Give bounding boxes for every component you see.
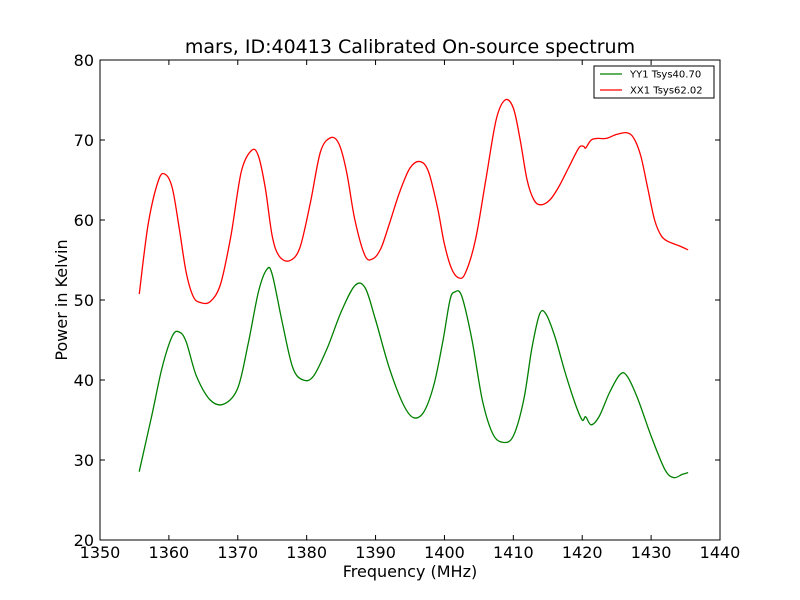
- x-tick-label: 1420: [562, 543, 603, 562]
- series-line-0: [138, 266, 689, 479]
- x-tick-label: 1370: [217, 543, 258, 562]
- series-layer: [138, 98, 689, 479]
- x-tick-label: 1350: [80, 543, 121, 562]
- x-tick-label: 1440: [700, 543, 741, 562]
- y-tick-label: 40: [74, 371, 94, 390]
- y-tick-label: 80: [74, 51, 94, 70]
- y-tick-label: 20: [74, 531, 94, 550]
- series-line-1: [138, 98, 689, 305]
- chart-title: mars, ID:40413 Calibrated On-source spec…: [185, 36, 635, 58]
- y-tick-label: 70: [74, 131, 94, 150]
- x-tick-label: 1380: [286, 543, 327, 562]
- tick-layer: 1350 1360 1370 1380 1390 1400 1410 1420 1430 1440…: [74, 51, 741, 562]
- y-axis-title: Power in Kelvin: [52, 239, 71, 360]
- y-tick-label: 50: [74, 291, 94, 310]
- y-tick-label: 30: [74, 451, 94, 470]
- x-tick-label: 1390: [355, 543, 396, 562]
- x-tick-label: 1430: [631, 543, 672, 562]
- legend-box: [593, 65, 715, 99]
- plot-frame: [99, 59, 721, 541]
- x-tick-label: 1400: [424, 543, 465, 562]
- x-tick-label: 1360: [149, 543, 190, 562]
- y-tick-label: 60: [74, 211, 94, 230]
- legend-entries: YY1 Tsys40.70 XX1 Tsys62.02: [600, 70, 703, 97]
- legend: YY1 Tsys40.70 XX1 Tsys62.02: [593, 65, 715, 99]
- legend-label: XX1 Tsys62.02: [630, 86, 703, 97]
- legend-label: YY1 Tsys40.70: [629, 70, 701, 81]
- x-axis-title: Frequency (MHz): [343, 562, 477, 581]
- x-tick-label: 1410: [493, 543, 534, 562]
